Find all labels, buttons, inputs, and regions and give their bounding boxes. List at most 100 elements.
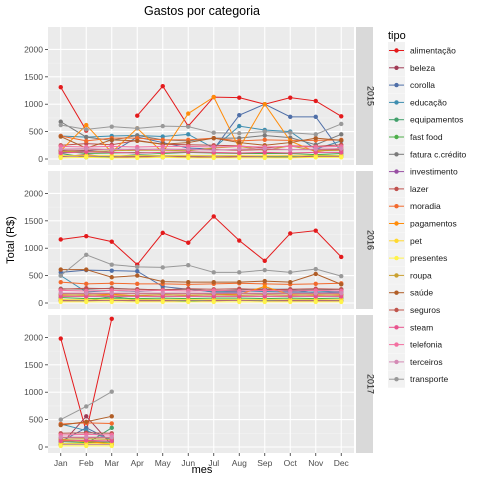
data-point	[313, 135, 318, 141]
data-point	[135, 113, 140, 118]
data-point	[339, 150, 344, 155]
data-point	[109, 262, 114, 267]
data-point	[84, 134, 89, 140]
facet-panels: 0 500 1000 1500 2000 2015 0 500 1000 1500 2000 2016…	[24, 27, 376, 468]
data-point	[135, 146, 140, 152]
legend-label: terceiros	[410, 357, 443, 367]
data-point	[211, 214, 216, 219]
data-point	[186, 279, 191, 285]
series-alimentação	[58, 214, 344, 267]
data-point	[262, 137, 267, 143]
legend-key-point	[394, 377, 399, 382]
data-point	[313, 294, 318, 299]
data-point	[211, 148, 216, 153]
data-point	[211, 130, 216, 135]
data-point	[288, 279, 293, 285]
legend-key-point	[394, 255, 399, 261]
data-point	[262, 146, 267, 151]
y-axis-label: Total (R$)	[5, 216, 17, 264]
data-point	[288, 95, 293, 100]
legend-item: equipamentos	[388, 111, 463, 129]
y-tick-label: 2000	[24, 44, 43, 54]
data-point	[135, 299, 140, 305]
data-point	[109, 421, 114, 426]
data-point	[160, 299, 165, 305]
y-tick-label: 1500	[24, 216, 43, 226]
legend-label: fast food	[410, 132, 443, 142]
legend-key-point	[394, 204, 399, 209]
data-point	[186, 299, 191, 305]
legend-label: fatura c.crédito	[410, 149, 466, 159]
data-point	[237, 238, 242, 243]
data-point	[313, 299, 318, 305]
legend-label: transporte	[410, 374, 449, 384]
data-point	[339, 282, 344, 287]
legend-key-point	[394, 169, 399, 174]
data-point	[160, 290, 165, 296]
legend-item: seguros	[388, 301, 440, 319]
series-steam	[58, 438, 114, 444]
y-tick-label: 0	[38, 442, 43, 452]
y-tick-label: 1000	[24, 387, 43, 397]
legend-label: steam	[410, 322, 433, 332]
data-point	[109, 147, 114, 152]
data-point	[84, 146, 89, 151]
legend-label: telefonia	[410, 340, 442, 350]
data-point	[262, 290, 267, 296]
y-tick-label: 1500	[24, 72, 43, 82]
data-point	[109, 316, 114, 322]
series-line	[60, 121, 342, 146]
data-point	[160, 134, 165, 139]
x-axis-label: mes	[192, 464, 213, 476]
data-point	[237, 290, 242, 296]
data-point	[109, 389, 114, 394]
data-point	[58, 150, 63, 156]
data-point	[84, 294, 89, 299]
data-point	[313, 281, 318, 287]
data-point	[135, 150, 140, 156]
data-point	[84, 290, 89, 296]
data-point	[109, 239, 114, 244]
series-line	[60, 287, 342, 291]
data-point	[339, 290, 344, 296]
series-saúde	[58, 414, 114, 428]
data-point	[313, 132, 318, 137]
data-point	[237, 270, 242, 275]
y-tick-label: 500	[29, 415, 43, 425]
legend-item: pet	[388, 232, 422, 250]
panel-background	[48, 27, 354, 165]
data-point	[339, 132, 344, 137]
data-point	[109, 294, 114, 299]
data-point	[237, 279, 242, 285]
data-point	[109, 290, 114, 296]
legend-label: equipamentos	[410, 115, 463, 125]
data-point	[58, 273, 63, 278]
data-point	[84, 414, 89, 419]
data-point	[262, 299, 267, 305]
legend-key-point	[394, 82, 399, 88]
legend-item: terceiros	[388, 353, 443, 371]
data-point	[84, 252, 89, 257]
data-point	[160, 83, 165, 89]
data-point	[58, 290, 63, 296]
data-point	[84, 404, 89, 409]
legend-key-point	[394, 65, 399, 71]
x-tick-label: Dec	[334, 458, 350, 468]
data-point	[288, 147, 293, 152]
y-tick-label: 500	[29, 127, 43, 137]
facet-strip	[356, 27, 373, 165]
data-point	[160, 265, 165, 270]
legend-item: transporte	[388, 370, 449, 388]
series-presentes	[58, 155, 344, 161]
legend-item: pagamentos	[388, 215, 457, 232]
data-point	[109, 438, 114, 444]
data-point	[58, 422, 63, 428]
data-point	[237, 123, 242, 129]
data-point	[211, 144, 216, 150]
data-point	[186, 140, 191, 145]
data-point	[135, 138, 140, 144]
data-point	[135, 290, 140, 296]
legend-label: saúde	[410, 288, 433, 298]
x-tick-label: Aug	[232, 458, 247, 468]
y-tick-label: 2000	[24, 188, 43, 198]
